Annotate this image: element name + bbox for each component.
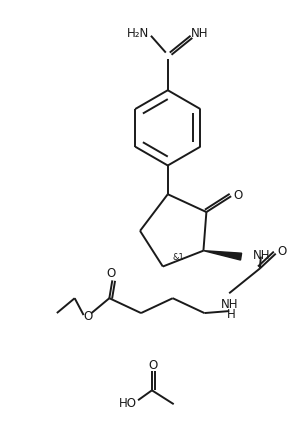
Text: O: O — [234, 188, 243, 201]
Text: H₂N: H₂N — [127, 27, 149, 40]
Polygon shape — [203, 251, 242, 260]
Text: NH: NH — [253, 249, 271, 262]
Text: O: O — [148, 358, 158, 371]
Text: NH: NH — [191, 27, 208, 40]
Text: H: H — [227, 307, 236, 320]
Text: O: O — [107, 266, 116, 279]
Text: O: O — [277, 245, 286, 257]
Text: &1: &1 — [173, 253, 185, 262]
Text: O: O — [83, 309, 92, 322]
Text: NH: NH — [221, 297, 238, 310]
Text: HO: HO — [119, 396, 137, 409]
